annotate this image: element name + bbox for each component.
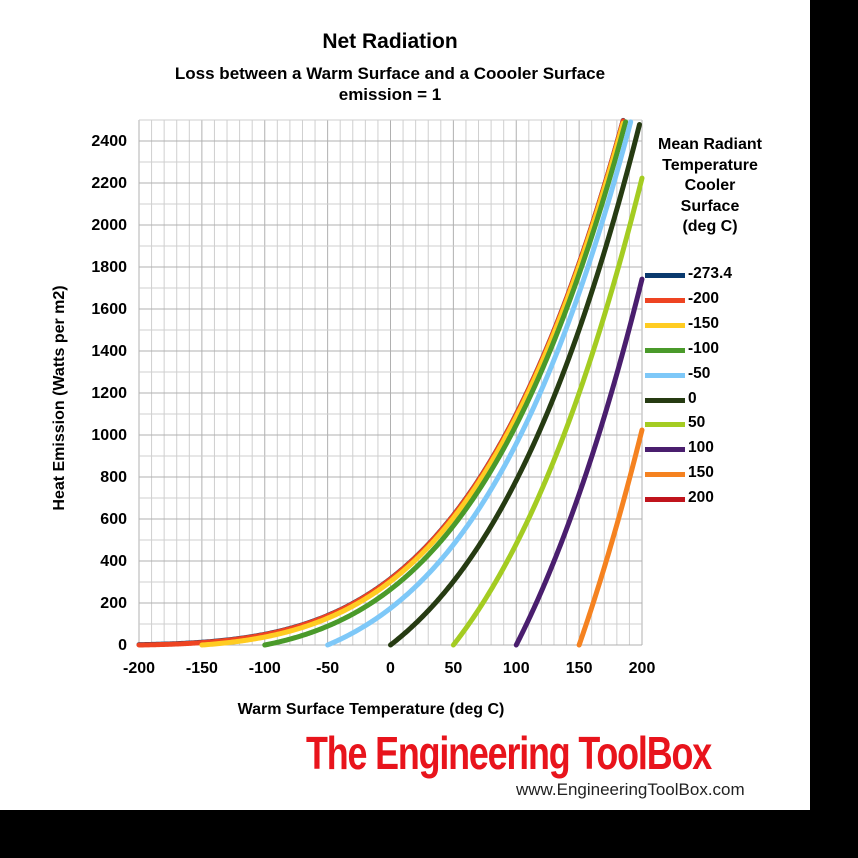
- y-tick-label: 1000: [91, 427, 127, 444]
- chart-canvas: 0 200 400 600 800 1000 1200 1400 1600 1800 2000 220…: [0, 0, 810, 810]
- legend-item: 150: [643, 462, 783, 486]
- series-line: [576, 427, 645, 648]
- y-tick-label: 1800: [91, 259, 127, 276]
- y-tick-label: 1600: [91, 301, 127, 318]
- y-axis-label: Heat Emission (Watts per m2): [51, 285, 68, 510]
- legend-swatch: [645, 497, 685, 503]
- x-tick-label: 50: [444, 660, 462, 677]
- brand-url: www.EngineeringToolBox.com: [516, 780, 745, 799]
- series-line: [262, 119, 629, 648]
- legend-label: -100: [688, 339, 720, 357]
- x-tick-label: 100: [503, 660, 530, 677]
- legend-swatch: [645, 297, 685, 303]
- legend-title: Mean Radiant Temperature Cooler Surface …: [640, 135, 780, 238]
- legend-label: 50: [688, 414, 706, 432]
- legend-swatch: [645, 273, 685, 278]
- chart-subtitle-emission: emission = 1: [338, 85, 442, 104]
- chart-title: Net Radiation: [322, 30, 458, 53]
- legend-title-line: Temperature: [662, 156, 758, 174]
- legend-title-line: Cooler: [684, 177, 736, 194]
- y-tick-label: 2400: [91, 133, 127, 150]
- series-line: [199, 120, 626, 648]
- chart-subtitle: Loss between a Warm Surface and a Cooole…: [174, 64, 606, 83]
- x-axis-label: Warm Surface Temperature (deg C): [238, 701, 505, 718]
- y-tick-label: 2200: [91, 175, 127, 192]
- legend-title-line: Surface: [680, 197, 740, 215]
- legend-label: 0: [688, 389, 697, 407]
- x-tick-label: 0: [386, 660, 395, 677]
- series-line: [388, 122, 642, 648]
- legend-label: 100: [688, 439, 714, 457]
- x-tick-label: -50: [316, 660, 339, 677]
- x-tick-label: 200: [629, 660, 656, 677]
- legend-swatch: [645, 397, 685, 403]
- legend-label: -50: [688, 364, 711, 382]
- legend-swatch: [645, 322, 685, 328]
- legend-label: 150: [688, 464, 714, 482]
- legend-title-line: Mean Radiant: [657, 136, 762, 153]
- chart-svg: 0200400600800100012001400160018002000220…: [51, 117, 656, 718]
- legend-label: 200: [688, 489, 714, 507]
- legend-item: 100: [643, 437, 783, 461]
- x-tick-label: -100: [249, 660, 281, 677]
- series-line: [450, 175, 645, 648]
- legend-item: 0: [643, 388, 783, 412]
- y-tick-label: 1400: [91, 343, 127, 360]
- legend-item: -150: [643, 313, 783, 337]
- y-tick-label: 1200: [91, 385, 127, 402]
- legend-item: 50: [643, 412, 783, 436]
- y-tick-label: 200: [100, 595, 127, 612]
- legend-item: -50: [643, 363, 783, 387]
- y-tick-label: 600: [100, 511, 127, 528]
- legend-swatch: [645, 472, 685, 478]
- x-tick-label: 150: [566, 660, 593, 677]
- legend-item: 200: [643, 487, 783, 511]
- legend-swatch: [645, 447, 685, 453]
- x-tick-label: -200: [123, 660, 155, 677]
- y-tick-label: 2000: [91, 217, 127, 234]
- legend-label: -273.4: [688, 265, 732, 282]
- series-line: [325, 119, 634, 648]
- y-tick-label: 0: [118, 637, 127, 654]
- legend-swatch: [645, 372, 685, 378]
- legend-item: -200: [643, 288, 783, 312]
- legend-label: -150: [688, 314, 720, 332]
- legend-title-line: (deg C): [682, 218, 738, 235]
- y-tick-label: 400: [100, 553, 127, 570]
- legend-item: -273.4: [643, 263, 783, 287]
- x-tick-label: -150: [186, 660, 218, 677]
- legend-swatch: [645, 347, 685, 353]
- legend-item: -100: [643, 338, 783, 362]
- legend-swatch: [645, 422, 685, 428]
- y-tick-label: 800: [100, 469, 127, 486]
- legend-label: -200: [688, 289, 720, 307]
- brand-logo: The Engineering ToolBox: [306, 727, 712, 779]
- series-line: [513, 276, 645, 648]
